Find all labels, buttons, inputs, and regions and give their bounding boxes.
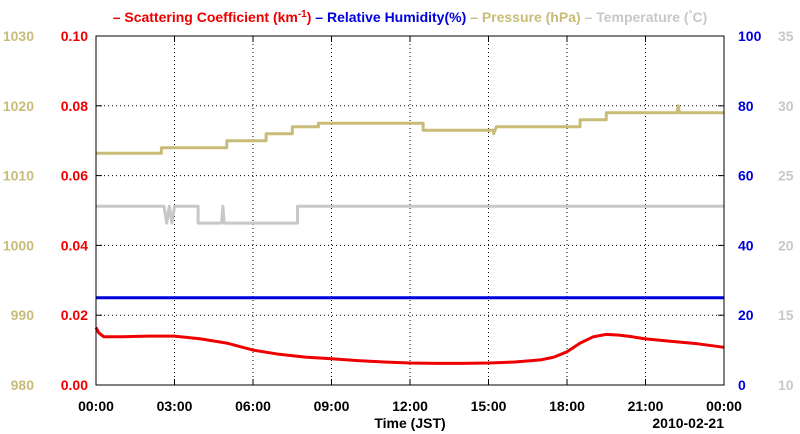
chart-labels: 00:00 03:00 06:00 09:00 12:00 15:00 18:00 21:00… [3, 28, 794, 414]
x-tick-label: 03:00 [157, 398, 193, 414]
x-tick-label: 18:00 [549, 398, 585, 414]
humidity-axis-tick-label: 40 [738, 237, 754, 253]
legend-entry-suffix: ) [307, 9, 312, 25]
pressure-axis-tick-label: 980 [11, 377, 35, 393]
temperature-axis-tick-label: 15 [778, 307, 794, 323]
scattering-axis-tick-label: 0.06 [61, 168, 88, 184]
x-tick-label: 00:00 [706, 398, 742, 414]
humidity-axis-tick-label: 80 [738, 98, 754, 114]
humidity-axis-tick-label: 20 [738, 307, 754, 323]
humidity-axis-tick-label: 0 [738, 377, 746, 393]
legend-text: – Scattering Coefficient (km-1) – Relati… [113, 9, 708, 26]
scattering-axis-tick-label: 0.00 [61, 377, 88, 393]
scattering-axis-tick-label: 0.04 [61, 237, 88, 253]
temperature-axis-tick-label: 30 [778, 98, 794, 114]
series-line-temperature [96, 204, 724, 225]
legend-entry-superscript: -1 [298, 9, 307, 20]
humidity-axis-tick-label: 60 [738, 168, 754, 184]
temperature-axis-tick-label: 10 [778, 377, 794, 393]
x-tick-label: 00:00 [78, 398, 114, 414]
date-label: 2010-02-21 [652, 415, 724, 431]
x-tick-label: 09:00 [314, 398, 350, 414]
series-line-pressure [96, 104, 724, 155]
pressure-axis-tick-label: 1030 [3, 28, 34, 44]
scattering-axis-tick-label: 0.08 [61, 98, 88, 114]
pressure-axis-tick-label: 990 [11, 307, 35, 323]
x-tick-label: 21:00 [628, 398, 664, 414]
legend-entry-superscript: ° [689, 9, 693, 20]
chart-series [94, 104, 725, 365]
x-tick-label: 15:00 [471, 398, 507, 414]
temperature-axis-tick-label: 35 [778, 28, 794, 44]
x-axis-label: Time (JST) [374, 415, 445, 431]
temperature-axis-tick-label: 25 [778, 168, 794, 184]
pressure-axis-tick-label: 1010 [3, 168, 34, 184]
humidity-axis-tick-label: 100 [738, 28, 762, 44]
chart-ticks [95, 35, 725, 386]
chart-grid [96, 36, 724, 385]
scattering-axis-tick-label: 0.10 [61, 28, 88, 44]
pressure-axis-tick-label: 1020 [3, 98, 34, 114]
legend-entry-suffix: C) [693, 9, 708, 25]
x-tick-label: 06:00 [235, 398, 271, 414]
pressure-axis-tick-label: 1000 [3, 237, 34, 253]
temperature-axis-tick-label: 20 [778, 237, 794, 253]
legend-entry: – Pressure (hPa) [466, 9, 580, 25]
x-tick-label: 12:00 [392, 398, 428, 414]
series-line-scattering [94, 326, 725, 365]
legend-entry: – Temperature ( [581, 9, 689, 25]
scattering-axis-tick-label: 0.02 [61, 307, 88, 323]
legend-entry: – Scattering Coefficient (km [113, 9, 298, 25]
legend-entry: – Relative Humidity(%) [311, 9, 466, 25]
chart-legend: – Scattering Coefficient (km-1) – Relati… [113, 9, 708, 26]
